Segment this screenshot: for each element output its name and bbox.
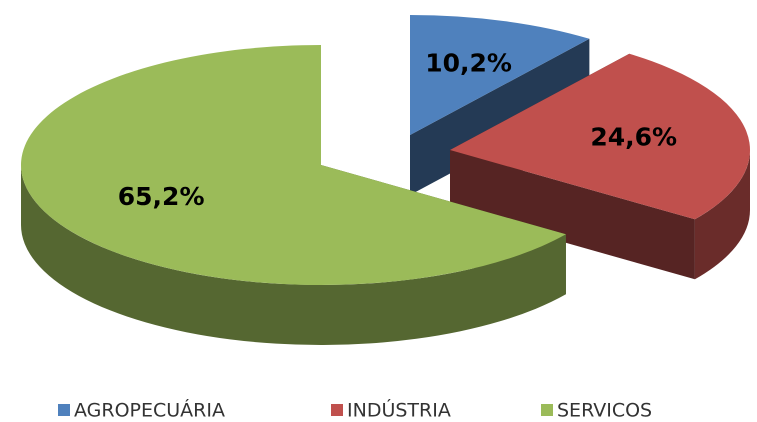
legend-label: SERVICOS bbox=[557, 400, 652, 422]
slice-side bbox=[450, 150, 695, 280]
legend-label: AGROPECUÁRIA bbox=[74, 399, 225, 422]
value-label: 24,6% bbox=[590, 122, 677, 151]
legend-swatch bbox=[541, 404, 553, 416]
legend-label: INDÚSTRIA bbox=[347, 398, 451, 422]
value-label: 10,2% bbox=[425, 48, 512, 77]
legend-swatch bbox=[58, 404, 70, 416]
slice bbox=[450, 53, 751, 220]
slice bbox=[21, 45, 566, 285]
legend-swatch bbox=[331, 404, 343, 416]
slice bbox=[410, 15, 590, 135]
slice-side bbox=[21, 165, 566, 346]
value-label: 65,2% bbox=[118, 182, 205, 211]
slice-side bbox=[694, 150, 750, 280]
